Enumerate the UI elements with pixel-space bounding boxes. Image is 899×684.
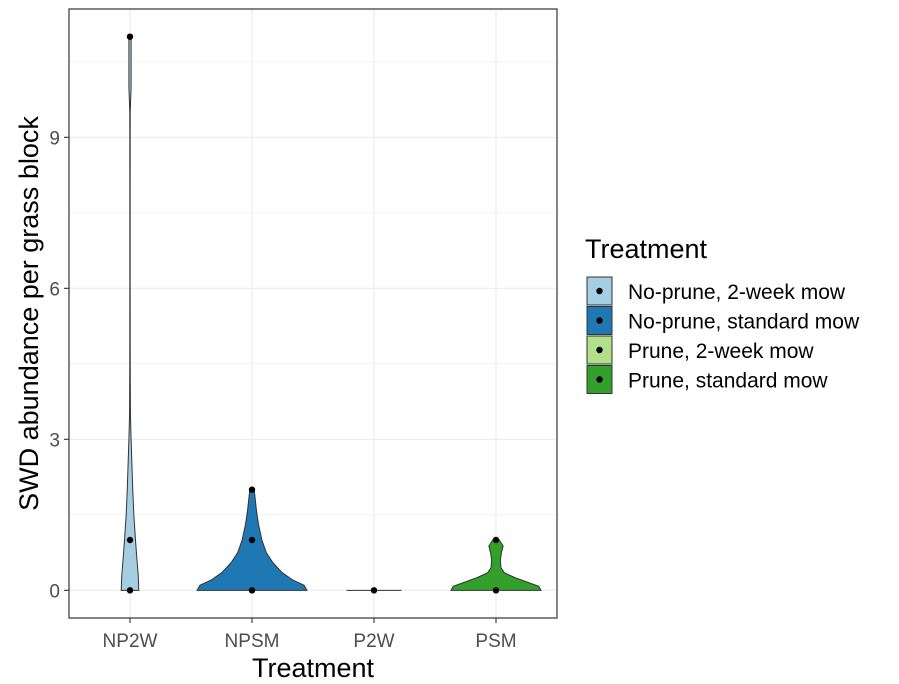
axes: 0 3 6 9 NP2W NPSM P2W PSM bbox=[49, 128, 516, 652]
x-tick-label: PSM bbox=[475, 631, 516, 652]
x-tick-label: NP2W bbox=[103, 631, 158, 652]
y-tick-label: 6 bbox=[49, 279, 60, 300]
data-points bbox=[126, 33, 500, 594]
violin-psm bbox=[450, 539, 542, 591]
y-tick-label: 9 bbox=[49, 128, 60, 149]
legend-label: No-prune, 2-week mow bbox=[628, 281, 846, 304]
legend-label: No-prune, standard mow bbox=[628, 311, 860, 334]
legend-label: Prune, standard mow bbox=[628, 370, 828, 393]
data-point bbox=[248, 486, 256, 493]
legend-label: Prune, 2-week mow bbox=[628, 340, 814, 363]
x-tick-label: NPSM bbox=[225, 631, 280, 652]
plot-panel-background bbox=[69, 9, 557, 618]
legend-key-point bbox=[596, 287, 603, 295]
legend-key-point bbox=[596, 317, 603, 324]
legend-key-point bbox=[596, 346, 603, 354]
data-point bbox=[248, 587, 256, 594]
y-tick-label: 0 bbox=[49, 581, 60, 602]
plot-panel-border bbox=[68, 8, 558, 619]
data-point bbox=[248, 536, 256, 544]
data-point bbox=[126, 587, 134, 594]
y-tick-label: 3 bbox=[49, 430, 60, 451]
grid-lines bbox=[69, 9, 557, 618]
legend: Treatment No-prune, 2-week mowNo-prune, … bbox=[585, 234, 860, 394]
data-point bbox=[126, 536, 134, 544]
data-point bbox=[126, 33, 134, 40]
data-point bbox=[370, 587, 378, 594]
x-axis-title: Treatment bbox=[252, 653, 375, 683]
x-tick-label: P2W bbox=[353, 631, 394, 652]
legend-items: No-prune, 2-week mow No-prune, standard m… bbox=[586, 276, 860, 394]
data-point bbox=[492, 587, 500, 594]
data-point bbox=[492, 536, 500, 544]
legend-key-point bbox=[596, 376, 603, 383]
legend-title: Treatment bbox=[585, 234, 708, 264]
y-axis-title: SWD abundance per grass block bbox=[14, 116, 44, 511]
